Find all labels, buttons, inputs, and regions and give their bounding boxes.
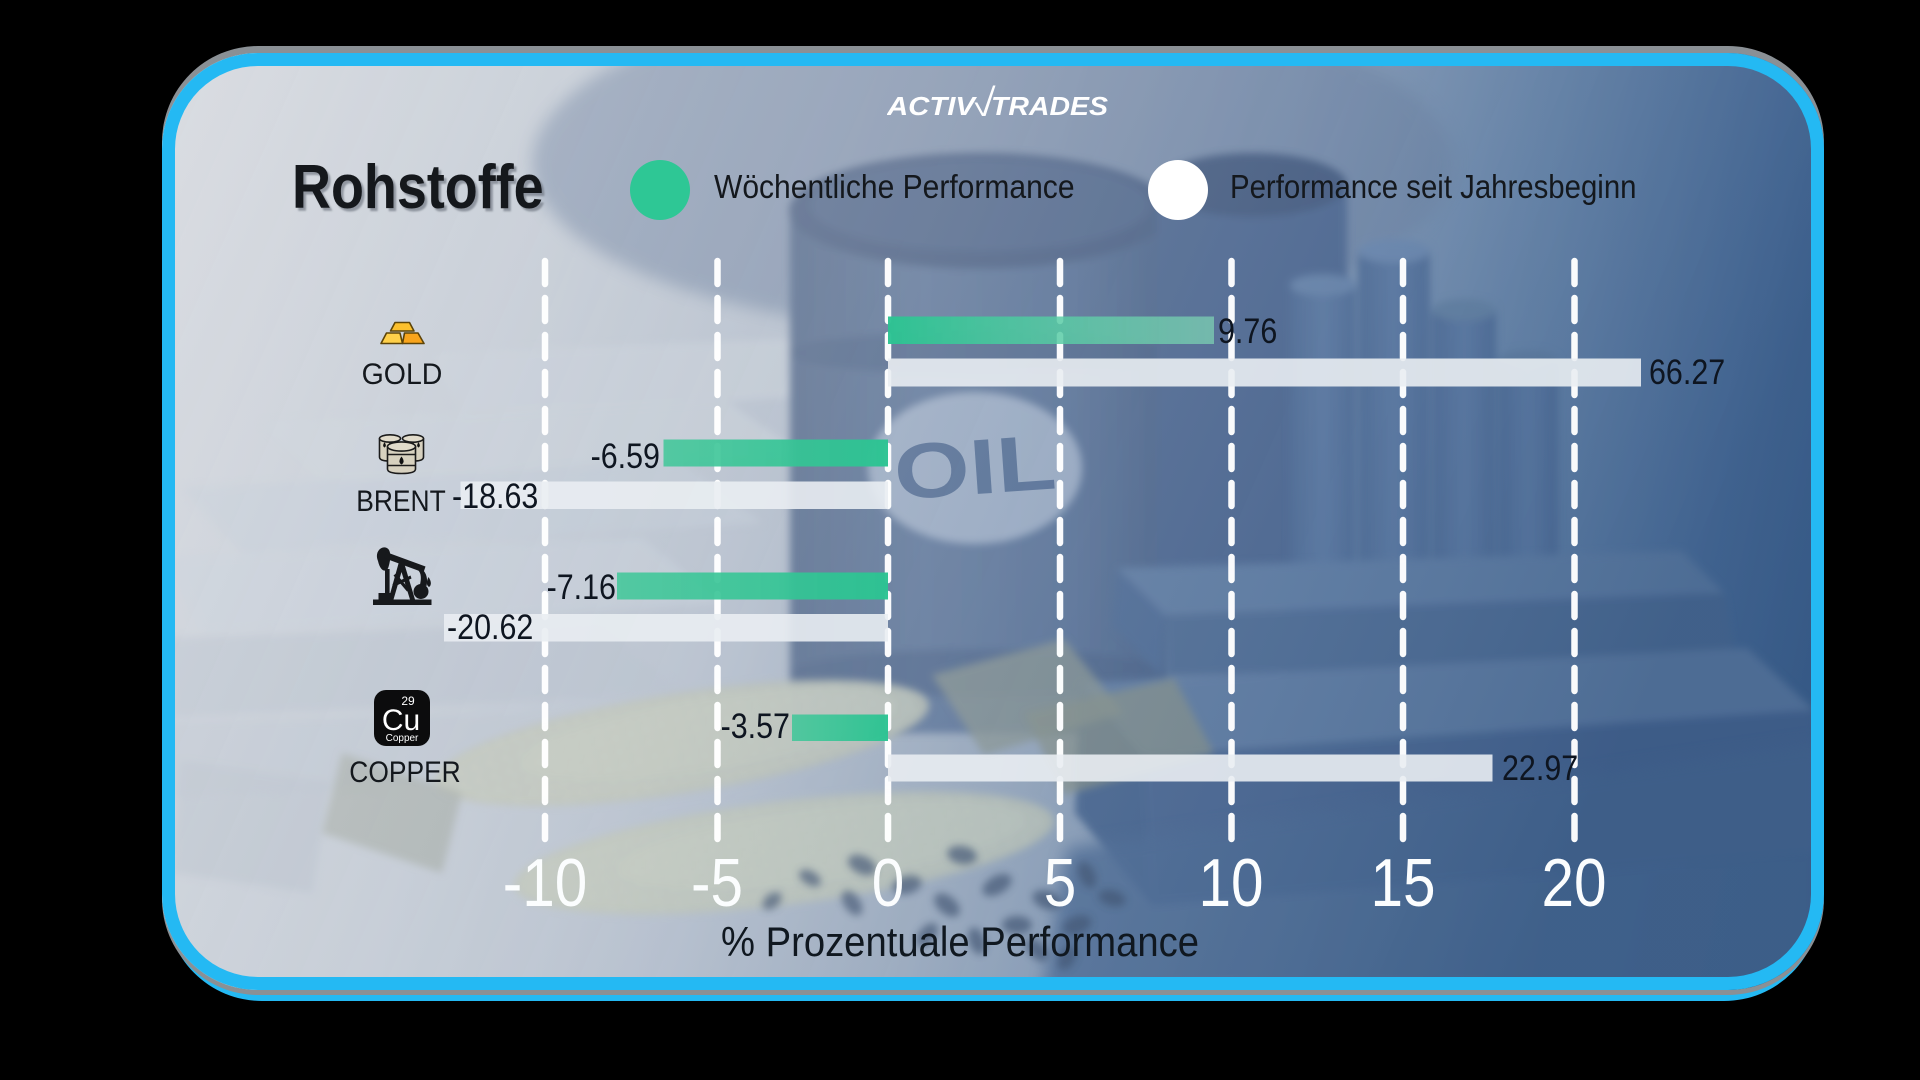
svg-text:Copper: Copper: [386, 733, 419, 744]
svg-text:TRADES: TRADES: [991, 91, 1109, 121]
svg-text:Cu: Cu: [382, 704, 420, 737]
svg-text:29: 29: [401, 694, 415, 708]
svg-text:ACTIV: ACTIV: [887, 91, 978, 121]
